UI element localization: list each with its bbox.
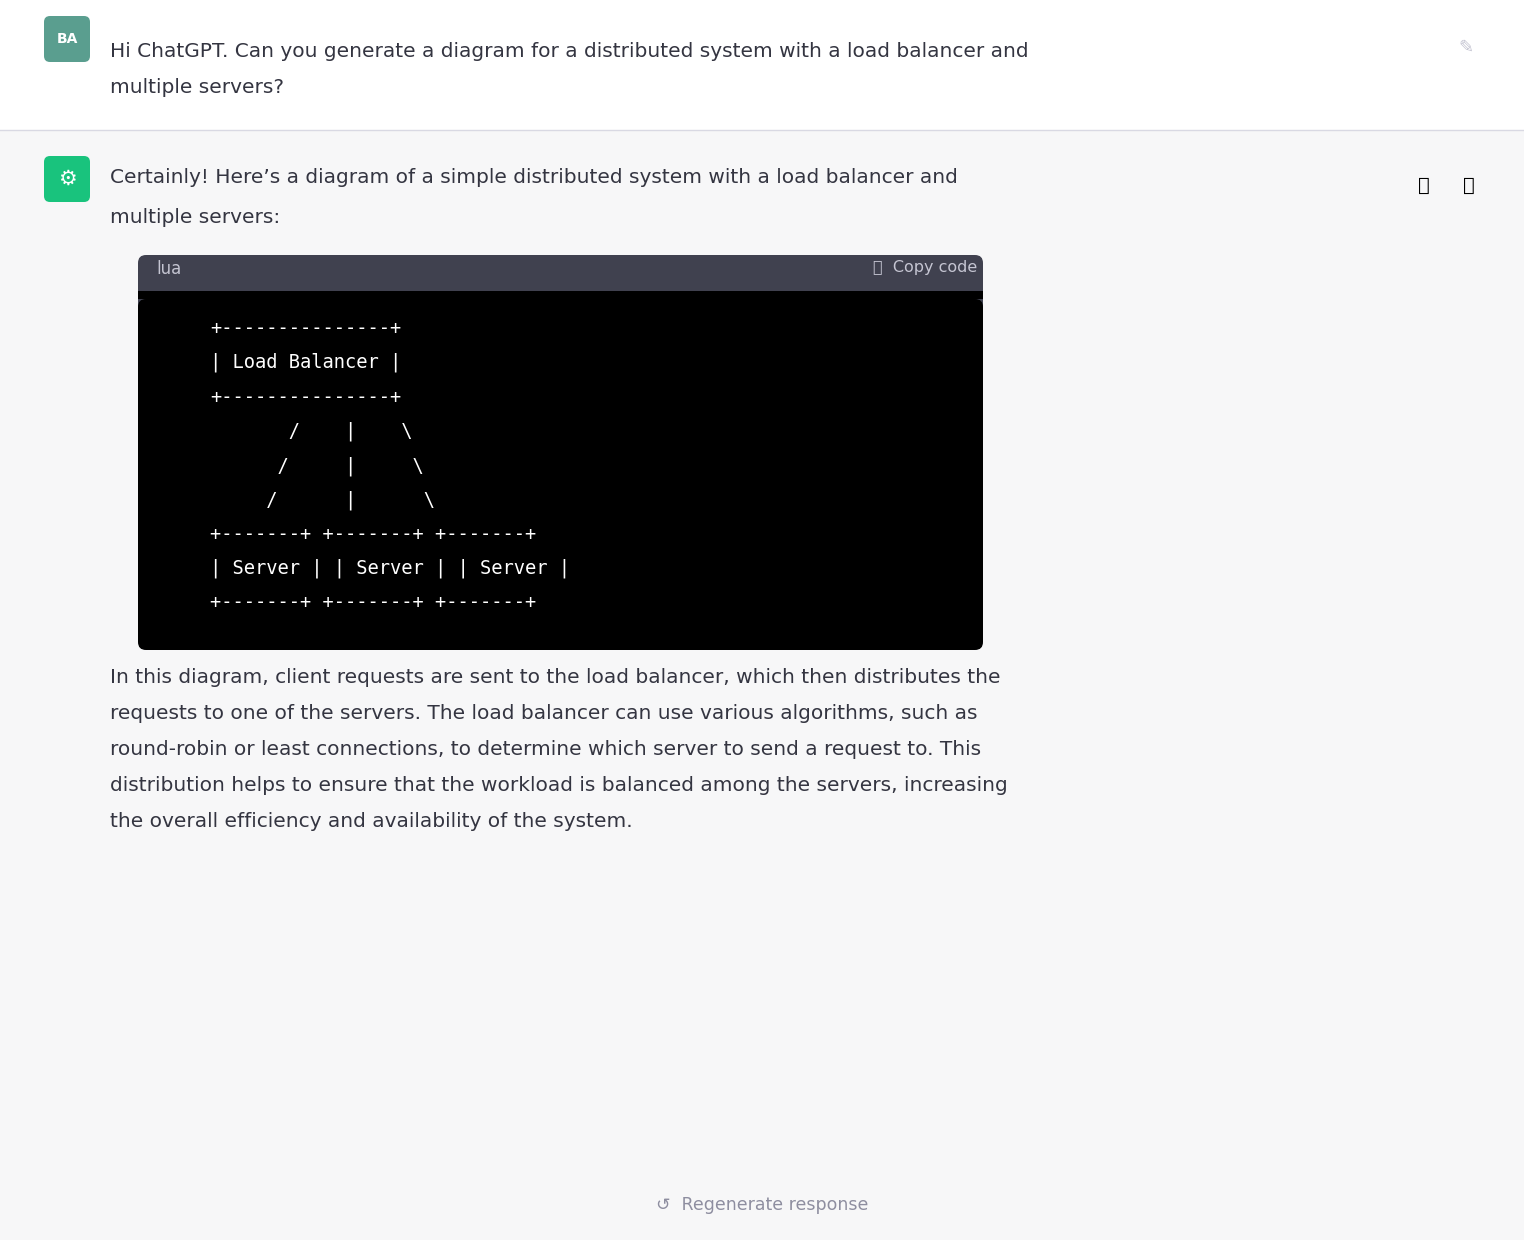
- Text: round-robin or least connections, to determine which server to send a request to: round-robin or least connections, to det…: [110, 740, 981, 759]
- Bar: [139, 299, 983, 308]
- Text: Certainly! Here’s a diagram of a simple distributed system with a load balancer : Certainly! Here’s a diagram of a simple …: [110, 167, 959, 187]
- Text: multiple servers?: multiple servers?: [110, 78, 283, 97]
- Text: BA: BA: [56, 32, 78, 46]
- Text: ⚙: ⚙: [58, 169, 76, 188]
- Text: +---------------+
| Load Balancer |
+---------------+
       /    |    \
      /: +---------------+ | Load Balancer | +---…: [210, 319, 570, 613]
- FancyBboxPatch shape: [139, 299, 983, 650]
- Bar: [0, 130, 1524, 1240]
- Text: ↺  Regenerate response: ↺ Regenerate response: [655, 1197, 869, 1214]
- FancyBboxPatch shape: [44, 16, 90, 62]
- Bar: [0, 0, 1524, 130]
- FancyBboxPatch shape: [139, 255, 983, 299]
- Text: ⎘  Copy code: ⎘ Copy code: [873, 260, 977, 275]
- Text: lua: lua: [155, 260, 181, 278]
- Text: 👍: 👍: [1419, 176, 1430, 195]
- Text: 👎: 👎: [1463, 176, 1475, 195]
- Text: distribution helps to ensure that the workload is balanced among the servers, in: distribution helps to ensure that the wo…: [110, 776, 1007, 795]
- Text: Hi ChatGPT. Can you generate a diagram for a distributed system with a load bala: Hi ChatGPT. Can you generate a diagram f…: [110, 42, 1029, 61]
- Bar: [139, 291, 983, 299]
- Text: the overall efficiency and availability of the system.: the overall efficiency and availability …: [110, 812, 632, 831]
- Text: ✎: ✎: [1458, 38, 1474, 57]
- Text: requests to one of the servers. The load balancer can use various algorithms, su: requests to one of the servers. The load…: [110, 704, 977, 723]
- Text: multiple servers:: multiple servers:: [110, 208, 280, 227]
- Text: In this diagram, client requests are sent to the load balancer, which then distr: In this diagram, client requests are sen…: [110, 668, 1000, 687]
- FancyBboxPatch shape: [44, 156, 90, 202]
